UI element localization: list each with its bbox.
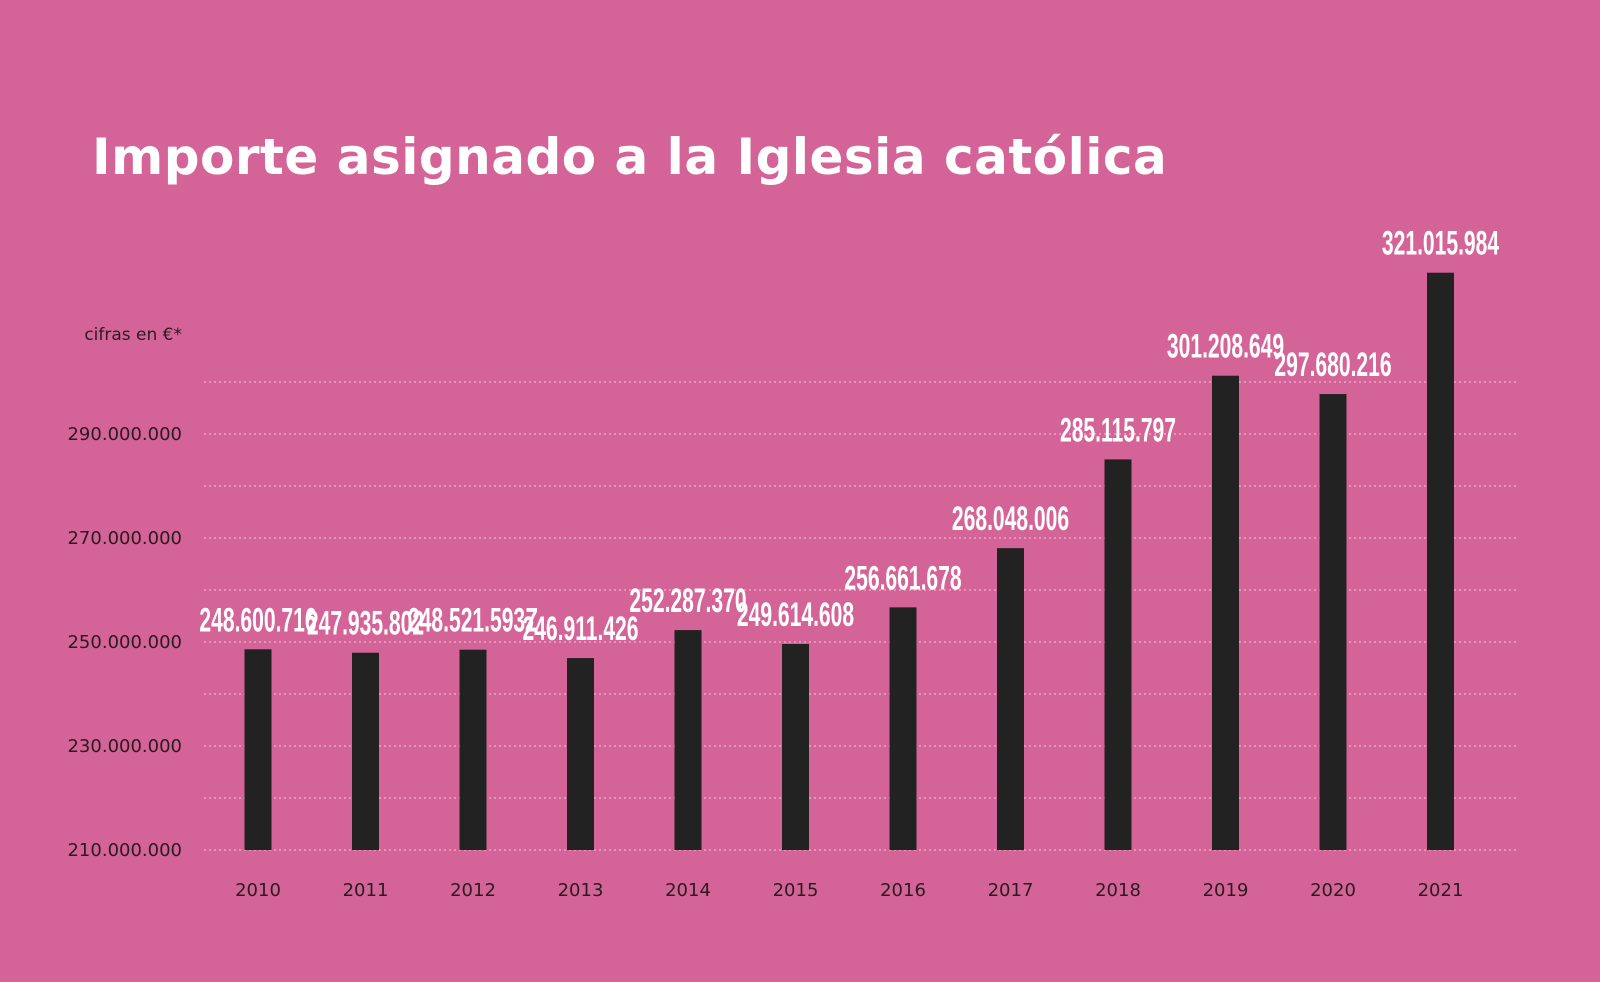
bar-2019 [1212,375,1239,850]
x-tick-label: 2020 [1310,880,1356,901]
x-tick-label: 2013 [558,880,604,901]
data-label: 256.661.678 [844,558,961,596]
x-tick-label: 2021 [1418,880,1464,901]
data-label: 249.614.608 [737,595,854,633]
bar-2011 [352,652,379,850]
y-tick-label: 250.000.000 [67,632,182,653]
bar-2017 [997,548,1024,850]
data-label: 252.287.370 [629,581,746,619]
data-label: 285.115.797 [1060,410,1176,448]
data-label: 248.521.593Z [408,600,538,638]
bar-2016 [889,607,917,850]
x-tick-label: 2010 [235,880,281,901]
data-label: 268.048.006 [952,499,1069,537]
y-tick-label: 290.000.000 [67,424,182,445]
x-tick-label: 2012 [450,880,496,901]
y-tick-label: 230.000.000 [67,736,182,757]
bar-2012 [459,649,487,850]
data-label: 321.015.984 [1382,223,1499,261]
bar-2014 [674,630,702,850]
bar-2015 [782,644,809,850]
bar-2010 [244,649,272,850]
x-tick-label: 2019 [1203,880,1249,901]
x-tick-label: 2016 [880,880,926,901]
data-label: 248.600.716 [199,600,316,638]
bar-2020 [1319,394,1347,850]
data-label: 246.911.426 [523,609,639,647]
bar-2013 [567,658,594,850]
data-label: 297.680.216 [1274,345,1391,383]
y-axis-unit-label: cifras en €* [84,325,182,345]
bar-2018 [1104,459,1132,850]
bar-2021 [1427,272,1454,850]
y-tick-label: 270.000.000 [67,528,182,549]
data-label: 301.208.649 [1167,326,1284,364]
y-tick-label: 210.000.000 [67,840,182,861]
chart-title: Importe asignado a la Iglesia católica [92,128,1168,186]
x-tick-label: 2017 [988,880,1034,901]
x-tick-label: 2018 [1095,880,1141,901]
x-tick-label: 2014 [665,880,711,901]
data-label: 247.935.802 [307,603,424,641]
x-tick-label: 2011 [343,880,389,901]
x-tick-label: 2015 [773,880,819,901]
